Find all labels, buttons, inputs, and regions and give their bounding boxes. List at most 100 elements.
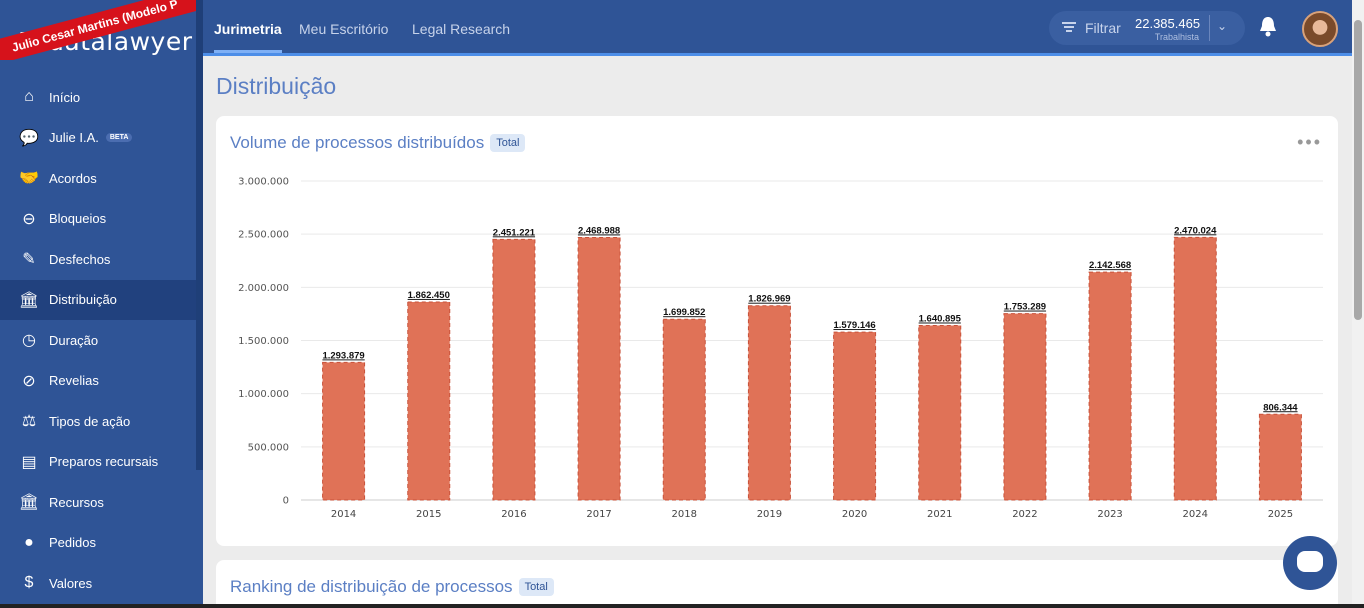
top-bar: Jurimetria Meu Escritório Legal Research… xyxy=(203,0,1364,56)
sidebar-item-acordos[interactable]: 🤝 Acordos xyxy=(0,158,196,199)
x-tick-label: 2017 xyxy=(586,509,611,520)
eye-slash-icon: ⊘ xyxy=(22,372,36,390)
sidebar-item-label: Acordos xyxy=(49,170,97,186)
filter-divider xyxy=(1209,15,1210,41)
sidebar-item-valores[interactable]: $ Valores xyxy=(0,563,196,604)
sidebar-item-label: Duração xyxy=(49,332,99,348)
beta-badge: BETA xyxy=(105,133,133,143)
bell-icon[interactable] xyxy=(1258,16,1278,38)
data-label: 1.862.450 xyxy=(408,290,450,301)
sidebar-item-julie-i-a-[interactable]: 💬 Julie I.A. BETA xyxy=(0,118,196,159)
y-tick-label: 1.000.000 xyxy=(238,389,289,400)
y-tick-label: 2.000.000 xyxy=(238,283,289,294)
sidebar-item-desfechos[interactable]: ✎ Desfechos xyxy=(0,239,196,280)
block-icon: ⊖ xyxy=(22,210,36,228)
sidebar-item-dura-o[interactable]: ◷ Duração xyxy=(0,320,196,361)
bank-icon: 🏛 xyxy=(18,291,40,309)
handshake-icon: 🤝 xyxy=(19,170,39,188)
x-tick-label: 2020 xyxy=(842,509,867,520)
home-icon: ⌂ xyxy=(24,88,34,106)
court-icon: 🏛 xyxy=(18,494,40,512)
sidebar-item-label: Julie I.A. xyxy=(49,130,99,146)
sidebar-nav: ⌂ Início 💬 Julie I.A. BETA 🤝 Acordos ⊖ Bloqueios… xyxy=(0,77,196,604)
gavel-icon: ⚖ xyxy=(21,413,37,431)
filter-icon xyxy=(1061,20,1077,36)
chart-bar xyxy=(1173,236,1217,501)
sidebar-item-bloqueios[interactable]: ⊖ Bloqueios xyxy=(0,199,196,240)
y-tick-label: 0 xyxy=(283,496,289,507)
chat-bubbles-icon: 💬 xyxy=(19,129,39,147)
bottom-edge xyxy=(0,604,1364,608)
sidebar-item-recursos[interactable]: 🏛 Recursos xyxy=(0,482,196,523)
y-tick-label: 1.500.000 xyxy=(238,336,289,347)
tab-jurimetria[interactable]: Jurimetria xyxy=(214,0,282,53)
x-tick-label: 2023 xyxy=(1097,509,1122,520)
data-label: 1.753.289 xyxy=(1004,302,1046,313)
process-count-subtitle: Trabalhista xyxy=(1154,32,1199,42)
edit-icon: ✎ xyxy=(22,251,36,269)
sidebar-item-label: Valores xyxy=(49,575,93,591)
clock-icon: ◷ xyxy=(22,332,36,350)
sidebar-item-label: Tipos de ação xyxy=(49,413,131,429)
chat-button[interactable] xyxy=(1283,536,1337,590)
sidebar-item-preparos-recursais[interactable]: ▤ Preparos recursais xyxy=(0,442,196,483)
x-tick-label: 2025 xyxy=(1268,509,1293,520)
sidebar-item-label: Desfechos xyxy=(49,251,111,267)
total-badge: Total xyxy=(490,134,526,152)
sidebar-item-distribui-o[interactable]: 🏛 Distribuição xyxy=(0,279,196,320)
chart-bar xyxy=(492,238,536,501)
filter-label: Filtrar xyxy=(1085,20,1121,36)
chat-icon xyxy=(1297,551,1323,572)
chart-bar xyxy=(662,318,706,501)
page-title: Distribuição xyxy=(216,73,337,99)
dollar-icon: $ xyxy=(24,574,34,592)
x-tick-label: 2015 xyxy=(416,509,441,520)
card-title: Ranking de distribuição de processos Tota… xyxy=(230,577,554,597)
data-label: 1.579.146 xyxy=(833,320,875,331)
page-scrollbar-thumb[interactable] xyxy=(1354,20,1362,320)
x-tick-label: 2019 xyxy=(757,509,782,520)
x-tick-label: 2024 xyxy=(1183,509,1208,520)
x-tick-label: 2021 xyxy=(927,509,952,520)
sidebar-item-in-cio[interactable]: ⌂ Início xyxy=(0,77,196,118)
process-count: 22.385.465 xyxy=(1135,16,1201,31)
data-label: 2.468.988 xyxy=(578,225,620,236)
sidebar-item-label: Bloqueios xyxy=(49,211,107,227)
ranking-card: Ranking de distribuição de processos Tota… xyxy=(216,560,1338,608)
sidebar-item-label: Revelias xyxy=(49,373,99,389)
x-tick-label: 2022 xyxy=(1012,509,1037,520)
chart-bar xyxy=(1258,413,1302,501)
avatar[interactable] xyxy=(1302,11,1338,47)
total-badge: Total xyxy=(518,578,554,596)
volume-chart: 0 500.000 1.000.000 1.500.000 2.000.000 2.500… xyxy=(238,177,1323,520)
sidebar-item-label: Pedidos xyxy=(49,535,96,551)
data-label: 1.293.879 xyxy=(322,350,364,361)
chart-bar xyxy=(918,325,962,501)
more-options-icon[interactable]: ••• xyxy=(1297,132,1322,152)
card-title-text: Ranking de distribuição de processos xyxy=(230,577,513,596)
sidebar-item-pedidos[interactable]: ● Pedidos xyxy=(0,523,196,564)
receipt-icon: ▤ xyxy=(21,453,37,471)
logo[interactable]: datalawyer Julio Cesar Martins (Modelo P xyxy=(0,0,203,60)
data-label: 1.640.895 xyxy=(919,314,962,325)
sidebar-item-label: Recursos xyxy=(49,494,104,510)
chart-bar xyxy=(1088,271,1132,501)
tab-legal-research[interactable]: Legal Research xyxy=(412,21,511,37)
sidebar: datalawyer Julio Cesar Martins (Modelo P… xyxy=(0,0,203,608)
data-label: 1.826.969 xyxy=(748,294,790,305)
data-label: 806.344 xyxy=(1263,402,1298,413)
x-tick-label: 2018 xyxy=(672,509,697,520)
page-scrollbar[interactable] xyxy=(1352,0,1364,608)
data-label: 2.142.568 xyxy=(1089,260,1131,271)
filter-button[interactable]: Filtrar 22.385.465 Trabalhista ⌄ xyxy=(1049,11,1245,45)
chevron-down-icon[interactable]: ⌄ xyxy=(1217,19,1228,33)
sidebar-item-revelias[interactable]: ⊘ Revelias xyxy=(0,361,196,402)
chart-bar xyxy=(833,331,877,501)
sidebar-scrollbar[interactable] xyxy=(196,0,203,470)
sidebar-item-label: Preparos recursais xyxy=(49,454,159,470)
tab-meu-escritorio[interactable]: Meu Escritório xyxy=(299,21,389,37)
chart-bar xyxy=(747,305,791,501)
y-tick-label: 2.500.000 xyxy=(238,230,289,241)
x-tick-label: 2016 xyxy=(501,509,526,520)
sidebar-item-tipos-de-a-o[interactable]: ⚖ Tipos de ação xyxy=(0,401,196,442)
